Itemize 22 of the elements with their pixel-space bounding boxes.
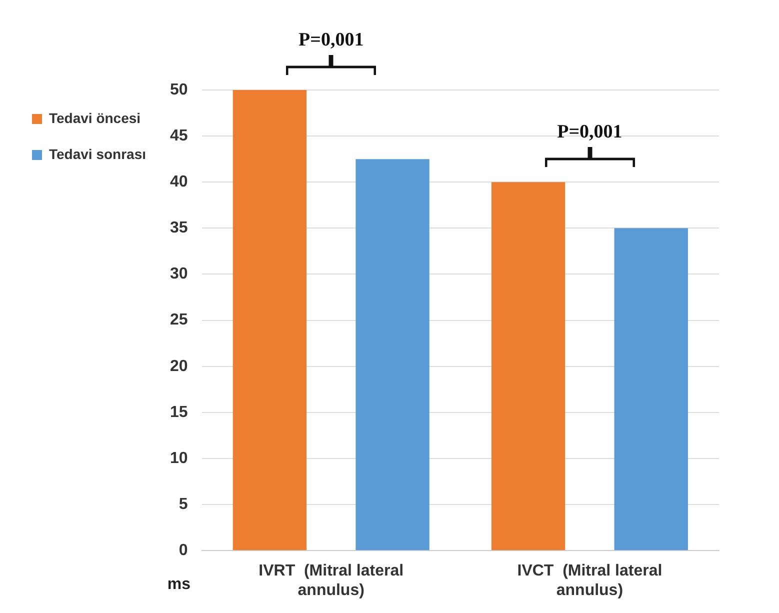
x-tick-label: IVRT (Mitral lateral annulus)	[258, 562, 404, 599]
y-tick-label: 25	[170, 312, 188, 329]
annotation: P=0,001	[557, 122, 622, 143]
y-axis-title: ms	[167, 576, 191, 594]
y-tick-label: 35	[170, 220, 188, 237]
bar	[614, 228, 688, 550]
y-tick-label: 50	[170, 81, 188, 98]
bar	[232, 90, 307, 550]
legend-label: Tedavi öncesi	[49, 110, 141, 126]
legend-label: Tedavi sonrası	[49, 146, 146, 162]
text: P=0,001	[298, 29, 364, 50]
y-tick-label: 5	[178, 496, 188, 513]
y-tick-label: 30	[170, 266, 188, 283]
bar	[491, 182, 566, 550]
bar	[356, 159, 430, 550]
y-tick-label: 15	[170, 404, 188, 421]
y-tick-label: 40	[170, 174, 188, 191]
y-tick-label: 0	[178, 542, 188, 560]
y-tick-label: 45	[170, 127, 188, 144]
x-tick-label: IVCT (Mitral lateral annulus)	[517, 562, 662, 599]
y-tick-label: 20	[170, 358, 188, 375]
y-tick-label: 10	[170, 450, 188, 467]
